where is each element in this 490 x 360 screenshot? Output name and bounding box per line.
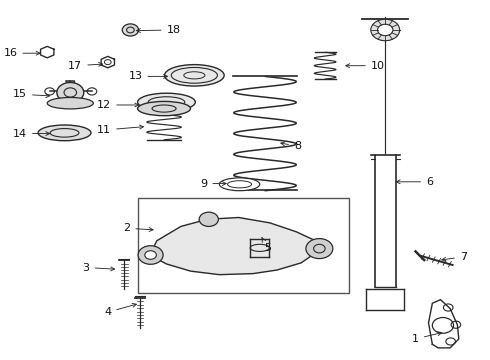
Text: 13: 13	[128, 71, 168, 81]
Text: 9: 9	[200, 179, 226, 189]
Ellipse shape	[138, 102, 191, 116]
Text: 2: 2	[123, 223, 153, 233]
Text: 7: 7	[442, 252, 467, 262]
Text: 8: 8	[281, 141, 301, 151]
Text: 11: 11	[97, 125, 144, 135]
Circle shape	[446, 338, 455, 345]
Ellipse shape	[165, 64, 224, 86]
Circle shape	[371, 19, 400, 41]
Circle shape	[306, 239, 333, 258]
Circle shape	[145, 251, 156, 259]
Ellipse shape	[138, 93, 196, 111]
Text: 3: 3	[82, 262, 115, 273]
Circle shape	[199, 212, 219, 226]
Circle shape	[57, 82, 84, 103]
Circle shape	[122, 24, 139, 36]
Text: 12: 12	[97, 100, 139, 110]
Text: 6: 6	[396, 177, 433, 187]
Circle shape	[443, 304, 453, 311]
Bar	[138, 198, 349, 293]
Circle shape	[377, 24, 393, 36]
Ellipse shape	[38, 125, 91, 141]
Ellipse shape	[220, 178, 260, 191]
Text: 15: 15	[13, 89, 49, 99]
Polygon shape	[149, 217, 320, 275]
Text: 5: 5	[262, 238, 271, 253]
Text: 10: 10	[346, 61, 385, 71]
Text: 17: 17	[68, 61, 102, 71]
Ellipse shape	[47, 98, 94, 109]
Text: 1: 1	[412, 332, 441, 344]
Circle shape	[451, 321, 461, 328]
Circle shape	[138, 246, 163, 264]
Text: 16: 16	[3, 48, 40, 58]
Text: 4: 4	[104, 303, 136, 317]
Text: 14: 14	[13, 129, 49, 139]
Text: 18: 18	[137, 25, 181, 35]
